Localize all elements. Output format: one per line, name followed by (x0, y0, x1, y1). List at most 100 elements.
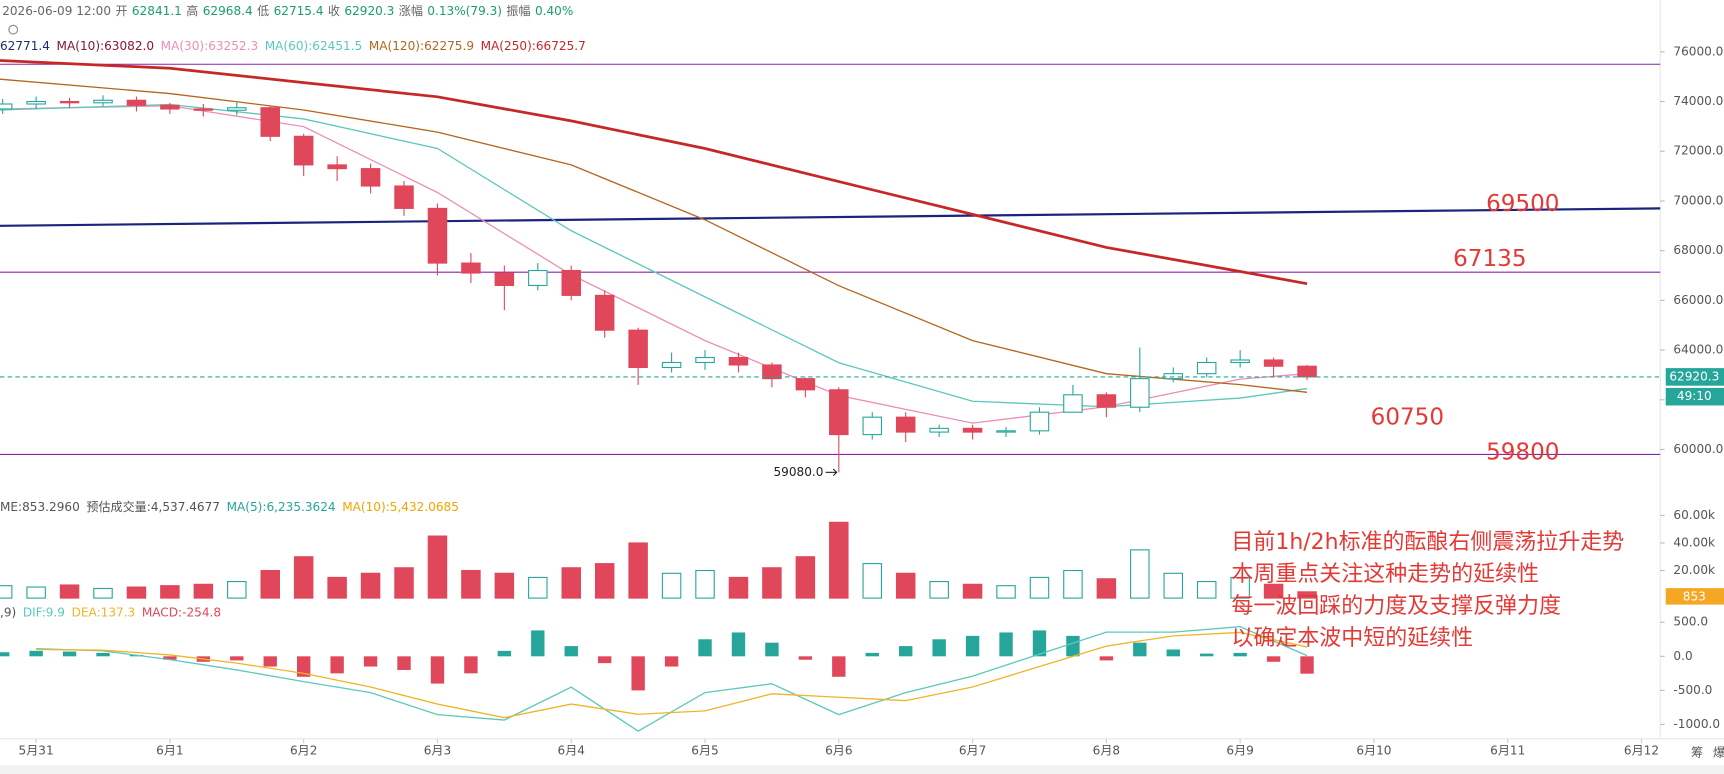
macd-bar (664, 656, 679, 667)
macd-bar (531, 630, 545, 657)
macd-bar (29, 650, 43, 657)
y-tick-label: 76000.0 (1673, 44, 1723, 58)
x-tick-label: 6月9 (1226, 743, 1253, 757)
volume-bar (461, 569, 481, 599)
candle-body (360, 168, 381, 187)
macd-bar (1099, 656, 1114, 661)
volume-bar (561, 567, 581, 599)
volume-bar (728, 576, 749, 599)
macd-bar (832, 656, 846, 677)
x-tick-label: 6月7 (959, 743, 986, 757)
macd-bar (464, 656, 478, 674)
legend-entry: ,9) (0, 605, 16, 619)
candle-body (895, 416, 916, 433)
macd-bar (631, 656, 645, 691)
candle-body (461, 262, 481, 274)
header-part: 收 (328, 3, 340, 17)
macd-bar (1066, 635, 1080, 657)
candle-body (1196, 361, 1217, 375)
candle-body (962, 427, 983, 433)
note-line: 本周重点关注这种走势的延续性 (1231, 562, 1539, 587)
trend-line (0, 207, 1661, 227)
candle-body (1130, 378, 1150, 408)
x-tick-label: 6月3 (424, 743, 451, 757)
candle-body (929, 427, 949, 433)
volume-tag (1665, 588, 1724, 605)
x-tick-label: 6月2 (290, 743, 317, 757)
macd-bar (296, 656, 311, 677)
y-tick-label: -500.0 (1673, 683, 1712, 697)
candle-body (1230, 359, 1250, 364)
header-part: 振幅 (506, 2, 530, 17)
legend-entry: 62771.4 (0, 39, 50, 53)
legend-entry: ME:853.2960 (0, 499, 80, 513)
volume-bar (394, 567, 414, 599)
legend-entry: DEA:137.3 (72, 605, 136, 619)
price-tag-label: 62920.3 (1669, 369, 1719, 383)
price-tag (1665, 368, 1724, 386)
note-line: 以确定本波中短的延续性 (1231, 626, 1473, 651)
candle-body (126, 99, 147, 106)
candle-body (1063, 394, 1083, 413)
candle-body (762, 364, 782, 380)
volume-bar (427, 535, 448, 599)
volume-bar (829, 521, 849, 599)
candle-body (193, 108, 214, 111)
volume-bar (929, 581, 949, 599)
y-tick-label: 0.0 (1673, 649, 1692, 663)
y-tick-label: 60.00k (1673, 508, 1715, 522)
volume-bar (1130, 549, 1150, 599)
x-tick-label: 6月5 (691, 743, 718, 757)
macd-bar (363, 656, 378, 667)
y-tick-label: -1000.0 (1673, 717, 1720, 731)
axis-background (1660, 0, 1724, 774)
macd-bar (497, 650, 512, 657)
x-tick-label: 6月1 (156, 743, 183, 757)
header-part: 涨幅 (399, 2, 423, 17)
volume-tag-label: 853 (1683, 589, 1706, 603)
series-line (36, 631, 1308, 719)
volume-bar (661, 572, 682, 599)
corner-tab: 筹 (1691, 746, 1703, 760)
volume-bar (0, 585, 13, 599)
volume-bar (528, 576, 548, 599)
y-tick-label: 20.00k (1673, 563, 1715, 577)
macd-bar (263, 656, 277, 667)
legend-entry: DIF:9.9 (23, 605, 65, 619)
header-part: 62920.3 (344, 3, 394, 17)
candle-body (1029, 411, 1050, 432)
volume-bar (160, 585, 180, 599)
candle-body (59, 100, 80, 104)
x-tick-label: 6月12 (1624, 743, 1659, 757)
macd-bar (798, 656, 813, 660)
candle-body (1096, 394, 1117, 408)
macd-bar (698, 639, 712, 657)
volume-bar (1029, 576, 1050, 599)
volume-bar (695, 569, 715, 599)
candle-body (594, 294, 615, 331)
series-line (0, 103, 1308, 408)
macd-bar (230, 656, 244, 661)
y-tick-label: 500.0 (1673, 615, 1708, 629)
candle-body (293, 135, 314, 166)
level-annotation: 59800 (1486, 439, 1559, 465)
candle-body (1297, 365, 1317, 378)
legend-entry: MA(30):63252.3 (161, 39, 259, 53)
volume-bar (260, 569, 280, 599)
volume-bar (862, 563, 883, 599)
macd-bar (999, 632, 1013, 657)
volume-bar (1063, 569, 1083, 599)
volume-bar (1096, 578, 1117, 599)
y-tick-label: 60000.0 (1673, 442, 1723, 456)
legend-entry: MA(10):5,432.0685 (342, 499, 459, 513)
macd-bar (899, 646, 913, 657)
volume-bar (59, 584, 80, 599)
macd-bar (1200, 653, 1214, 657)
volume-bar (193, 583, 214, 599)
candle-body (427, 207, 448, 264)
macd-bar (865, 652, 879, 657)
countdown-tag (1665, 387, 1724, 406)
low-arrow-head (832, 468, 838, 477)
